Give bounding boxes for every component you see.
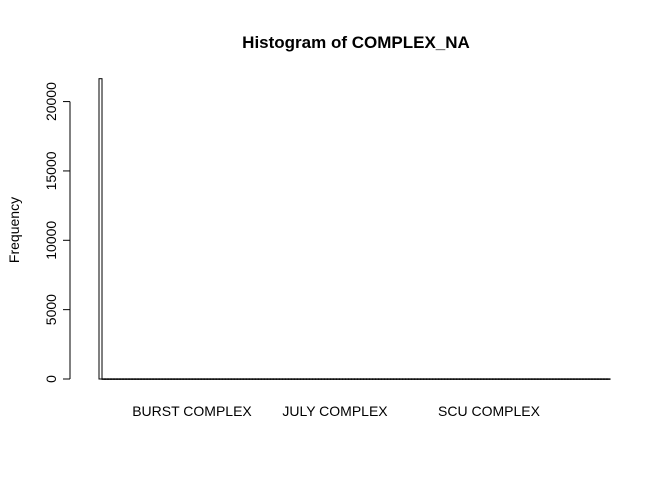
x-tick-label: SCU COMPLEX — [438, 403, 541, 419]
y-axis: 0 5000 10000 15000 20000 — [43, 82, 71, 383]
x-tick-label: JULY COMPLEX — [282, 403, 388, 419]
y-tick-label: 10000 — [43, 221, 59, 260]
y-tick-label: 0 — [43, 375, 59, 383]
y-tick-label: 20000 — [43, 82, 59, 121]
x-tick-labels: BURST COMPLEX JULY COMPLEX SCU COMPLEX — [132, 403, 540, 419]
histogram-bar — [98, 78, 103, 380]
y-tick-label: 15000 — [43, 151, 59, 190]
y-axis-label: Frequency — [6, 197, 22, 263]
histogram-bar — [606, 378, 611, 380]
y-tick-label: 5000 — [43, 294, 59, 325]
bars-group — [98, 78, 611, 380]
chart-title: Histogram of COMPLEX_NA — [242, 33, 470, 52]
x-tick-label: BURST COMPLEX — [132, 403, 252, 419]
